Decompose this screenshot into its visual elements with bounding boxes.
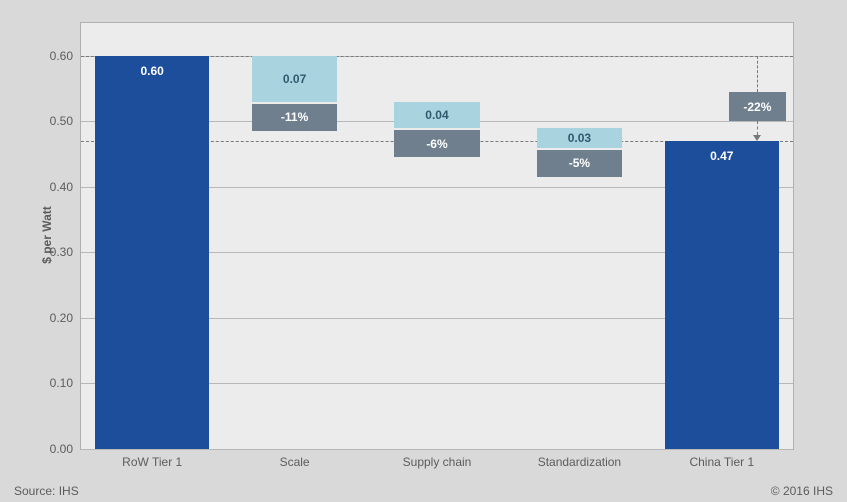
delta-bar-supply_chain: 0.04 bbox=[394, 102, 479, 128]
pct-label: -6% bbox=[394, 137, 479, 151]
pct-badge-standardization: -5% bbox=[537, 150, 622, 178]
total-bar-china_tier1: 0.47 bbox=[665, 141, 779, 449]
x-tick-label: RoW Tier 1 bbox=[122, 455, 182, 469]
delta-value-label: 0.07 bbox=[252, 72, 337, 86]
x-tick-label: Supply chain bbox=[403, 455, 472, 469]
pct-label: -5% bbox=[537, 156, 622, 170]
x-tick-label: Standardization bbox=[538, 455, 621, 469]
delta-value-label: 0.04 bbox=[394, 108, 479, 122]
delta-bar-scale: 0.07 bbox=[252, 56, 337, 102]
total-pct-badge: -22% bbox=[729, 92, 786, 121]
x-tick-label: China Tier 1 bbox=[689, 455, 754, 469]
y-tick-label: 0.30 bbox=[50, 245, 73, 259]
gridline bbox=[81, 449, 793, 450]
pct-label: -11% bbox=[252, 110, 337, 124]
bar-value-label: 0.47 bbox=[665, 149, 779, 163]
pct-badge-supply_chain: -6% bbox=[394, 130, 479, 158]
bar-value-label: 0.60 bbox=[95, 64, 209, 78]
pct-badge-scale: -11% bbox=[252, 104, 337, 132]
x-tick-label: Scale bbox=[280, 455, 310, 469]
delta-value-label: 0.03 bbox=[537, 131, 622, 145]
y-tick-label: 0.40 bbox=[50, 180, 73, 194]
y-tick-label: 0.60 bbox=[50, 49, 73, 63]
y-tick-label: 0.50 bbox=[50, 114, 73, 128]
source-text: Source: IHS bbox=[14, 484, 79, 498]
y-tick-label: 0.10 bbox=[50, 376, 73, 390]
total-arrow-line bbox=[757, 121, 758, 135]
plot-area: 0.000.100.200.300.400.500.60RoW Tier 10.… bbox=[80, 22, 794, 450]
y-tick-label: 0.20 bbox=[50, 311, 73, 325]
total-pct-label: -22% bbox=[729, 100, 786, 114]
total-arrow-line bbox=[757, 56, 758, 92]
total-arrow-head bbox=[753, 135, 761, 141]
total-bar-row_tier1: 0.60 bbox=[95, 56, 209, 449]
y-tick-label: 0.00 bbox=[50, 442, 73, 456]
chart-container: $ per Watt 0.000.100.200.300.400.500.60R… bbox=[0, 0, 847, 502]
copyright-text: © 2016 IHS bbox=[771, 484, 833, 498]
delta-bar-standardization: 0.03 bbox=[537, 128, 622, 148]
